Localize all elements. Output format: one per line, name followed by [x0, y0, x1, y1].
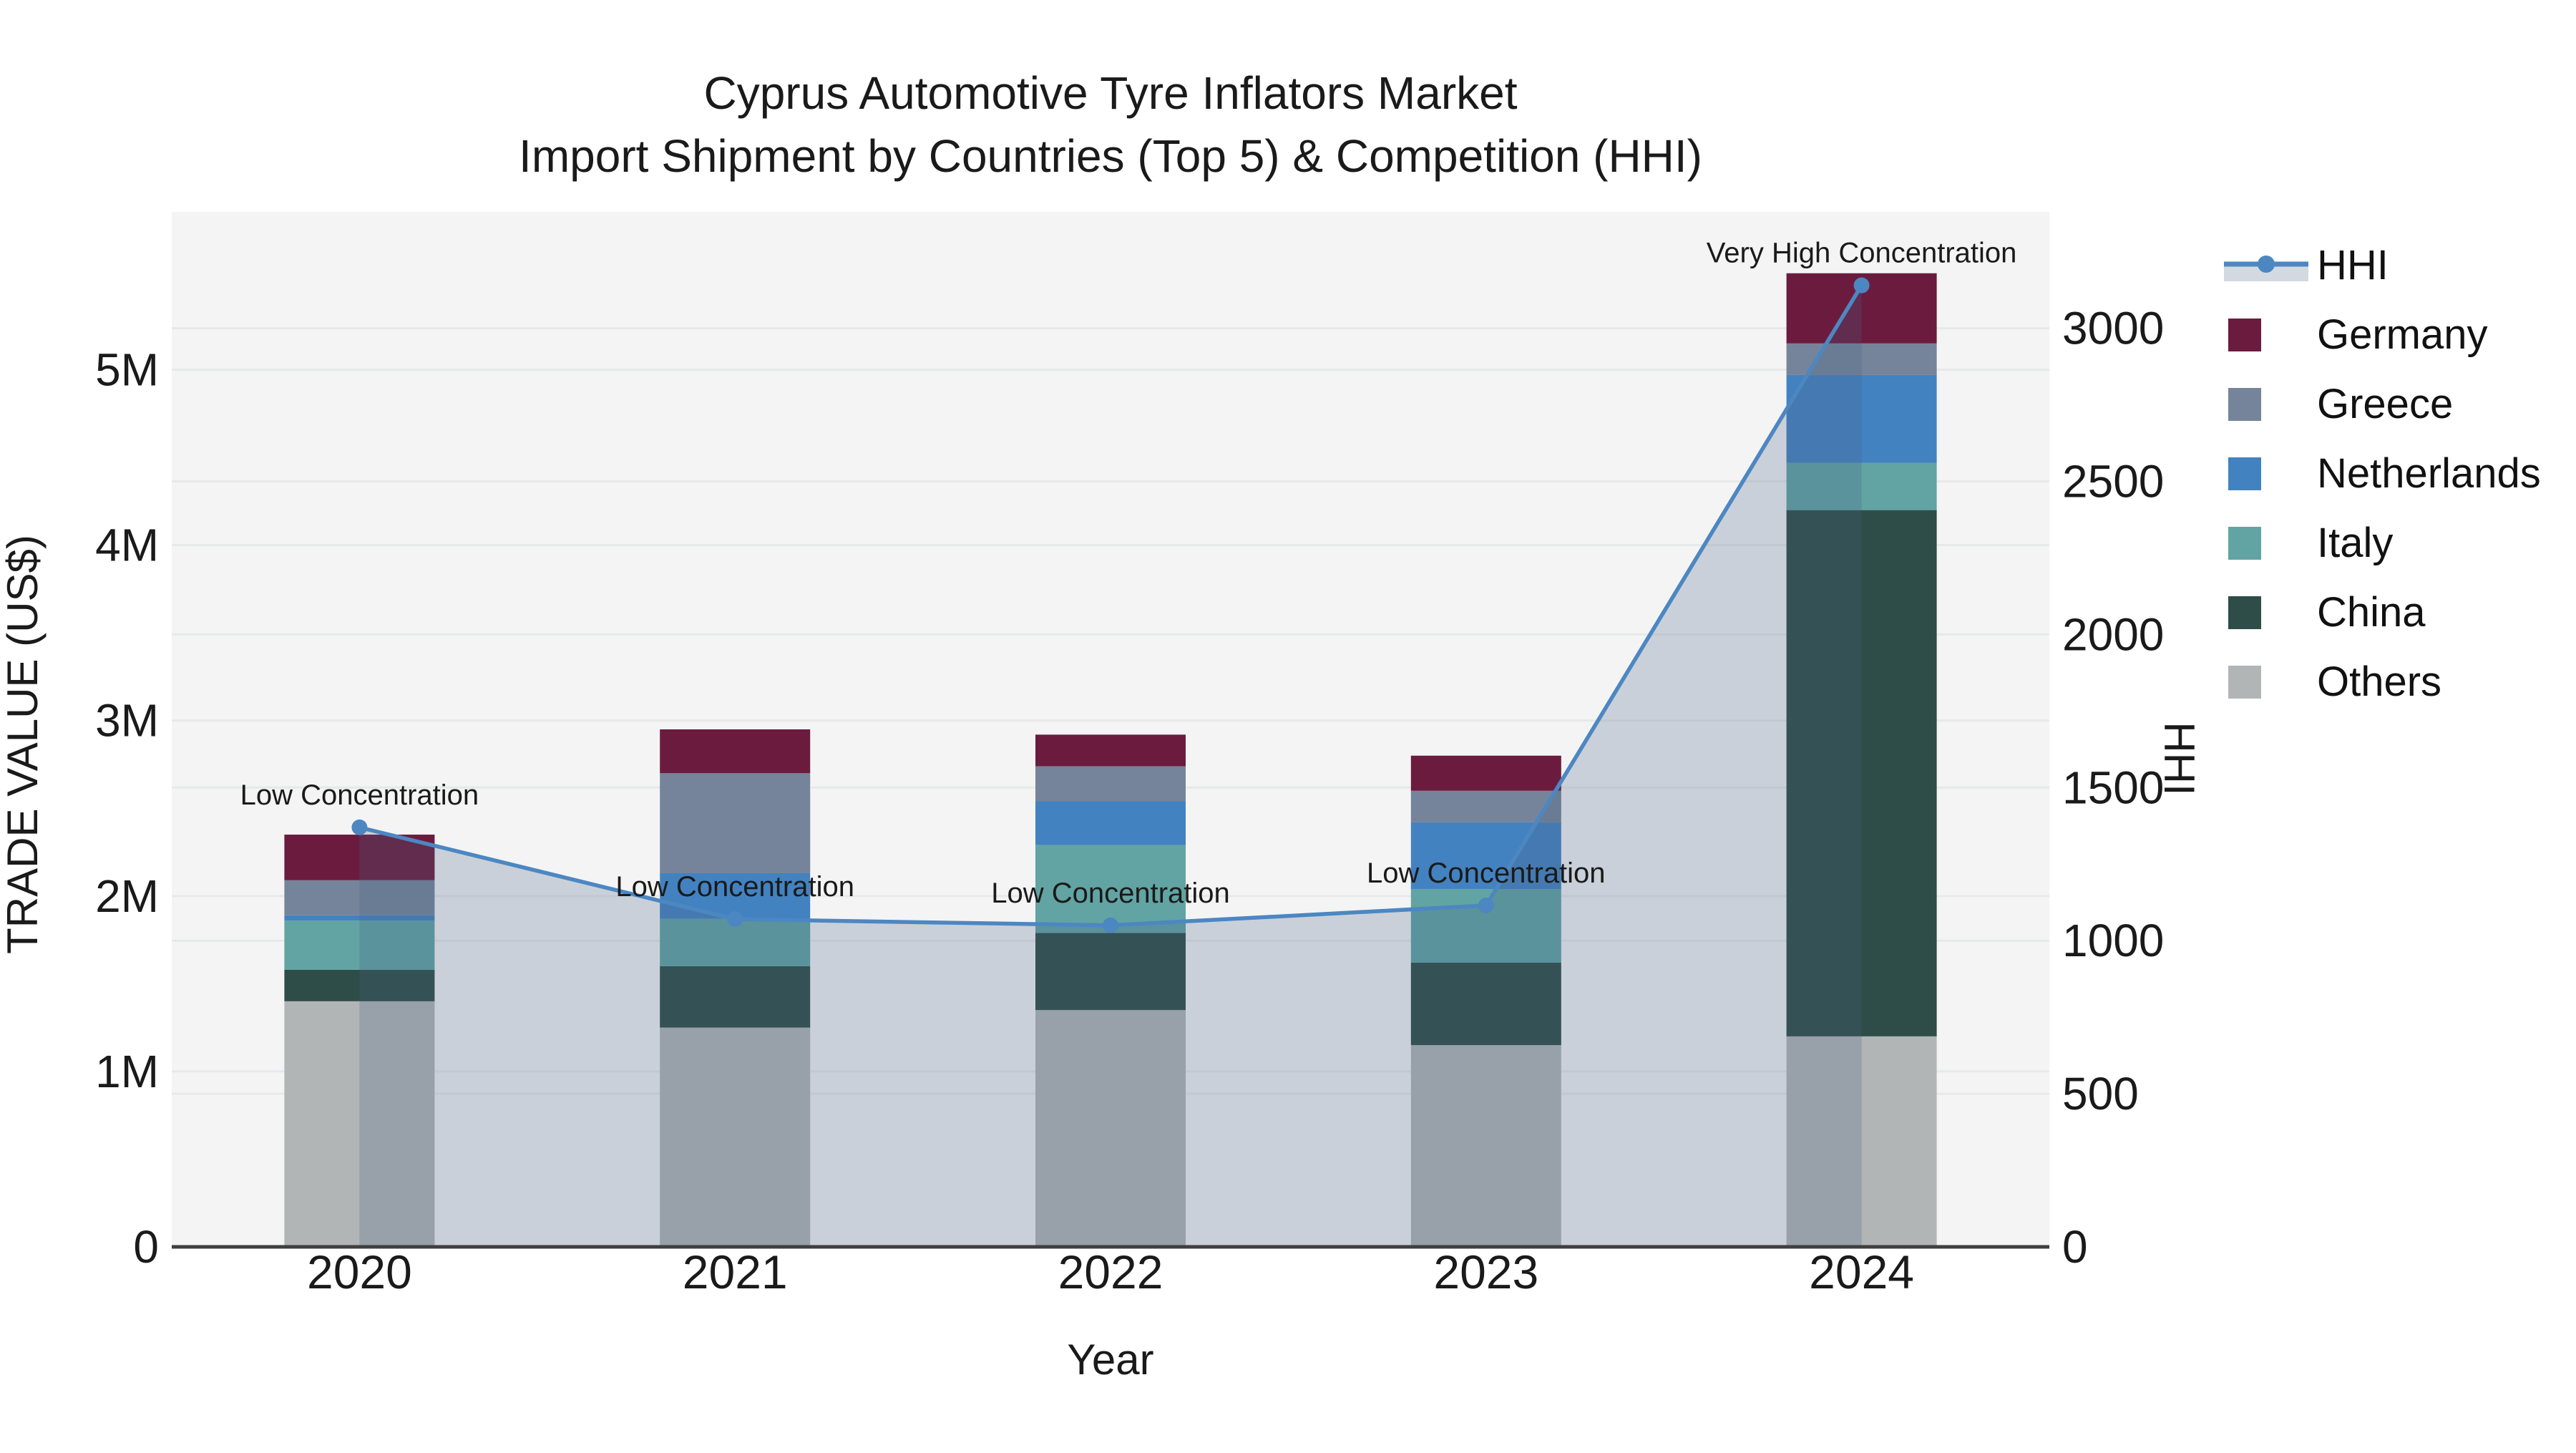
legend-color-swatch	[2228, 596, 2261, 629]
legend: HHI Germany Greece Netherlands Italy China Oth…	[2221, 230, 2541, 716]
legend-item-others: Others	[2221, 647, 2541, 716]
legend-item-greece: Greece	[2221, 369, 2541, 439]
bar-segment-china-2024	[1786, 510, 1937, 1036]
legend-swatch-icon	[2221, 457, 2317, 490]
bar-segment-germany-2021	[660, 729, 811, 774]
annotation-2023: Low Concentration	[1367, 857, 1606, 889]
bar-segment-netherlands-2023	[1410, 822, 1561, 890]
legend-swatch-icon	[2221, 318, 2317, 351]
y-left-tick-label: 4M	[95, 520, 159, 571]
y-left-tick-label: 5M	[95, 344, 159, 396]
bar-segment-china-2021	[660, 966, 811, 1028]
plot-render-group: 0 1M 2M 3M 4M 5M 0 500 1000 1500 2000 2500 3000 2020 2…	[95, 212, 2164, 1298]
legend-label: China	[2317, 589, 2426, 636]
y-right-tick-label: 3000	[2062, 303, 2164, 354]
hhi-area-fill	[359, 285, 1862, 1247]
bar-segment-germany-2022	[1035, 734, 1186, 767]
bar-segment-greece-2021	[660, 773, 811, 873]
legend-swatch-icon	[2221, 387, 2317, 421]
bar-segment-others-2021	[660, 1027, 811, 1247]
legend-label: Greece	[2317, 381, 2454, 427]
legend-label: Italy	[2317, 520, 2394, 566]
bar-segment-netherlands-2021	[660, 873, 811, 919]
legend-color-swatch	[2228, 318, 2261, 351]
legend-swatch-icon	[2221, 665, 2317, 699]
annotation-2021: Low Concentration	[615, 871, 854, 903]
chart-title: Cyprus Automotive Tyre Inflators Market	[703, 67, 1517, 119]
y-right-tick-label: 2500	[2062, 455, 2164, 507]
x-tick-label-2024: 2024	[1809, 1245, 1914, 1298]
bar-segment-germany-2023	[1410, 755, 1561, 791]
hhi-marker-2020	[351, 819, 368, 835]
legend-item-germany: Germany	[2221, 300, 2541, 369]
y-axis-title-right: HHI	[2155, 721, 2203, 795]
legend-label: HHI	[2317, 242, 2389, 288]
y-right-tick-label: 1000	[2062, 915, 2164, 966]
legend-item-hhi: HHI	[2221, 230, 2541, 300]
y-axis-title-left: TRADE VALUE (US$)	[0, 535, 47, 954]
y-left-tick-label: 1M	[95, 1046, 159, 1097]
y-right-tick-label: 1500	[2062, 762, 2164, 813]
legend-swatch-icon	[2221, 526, 2317, 560]
y-right-tick-label: 2000	[2062, 608, 2164, 660]
x-tick-label-2020: 2020	[307, 1245, 412, 1298]
bar-segment-others-2020	[284, 1001, 435, 1247]
bar-segment-italy-2020	[284, 920, 435, 970]
bar-segment-netherlands-2024	[1786, 374, 1937, 463]
bar-segment-italy-2024	[1786, 462, 1937, 510]
legend-color-swatch	[2228, 457, 2261, 490]
x-tick-label-2023: 2023	[1433, 1245, 1538, 1298]
annotation-2024: Very High Concentration	[1707, 238, 2017, 269]
legend-label: Germany	[2317, 311, 2488, 358]
bar-segment-china-2023	[1410, 962, 1561, 1046]
bar-segment-others-2022	[1035, 1010, 1186, 1247]
hhi-marker-2022	[1103, 917, 1118, 933]
legend-color-swatch	[2228, 526, 2261, 560]
bar-segment-netherlands-2022	[1035, 801, 1186, 845]
chart-subtitle: Import Shipment by Countries (Top 5) & C…	[519, 130, 1702, 182]
x-tick-label-2021: 2021	[683, 1245, 788, 1298]
hhi-line-swatch-icon	[2221, 244, 2317, 287]
bar-segment-others-2024	[1786, 1036, 1937, 1247]
bar-segment-others-2023	[1410, 1045, 1561, 1247]
legend-item-netherlands: Netherlands	[2221, 439, 2541, 508]
hhi-marker-2021	[727, 911, 743, 928]
x-tick-label-2022: 2022	[1058, 1245, 1163, 1298]
bar-segment-greece-2020	[284, 880, 435, 915]
annotation-2020: Low Concentration	[240, 779, 479, 811]
y-left-tick-label: 0	[133, 1221, 159, 1273]
hhi-marker-2024	[1853, 277, 1870, 293]
legend-item-italy: Italy	[2221, 508, 2541, 578]
y-left-tick-label: 3M	[95, 695, 159, 747]
y-right-tick-label: 0	[2062, 1221, 2088, 1273]
y-right-tick-label: 500	[2062, 1068, 2139, 1119]
annotation-2022: Low Concentration	[991, 878, 1230, 909]
legend-color-swatch	[2228, 665, 2261, 699]
x-axis-title: Year	[1067, 1336, 1153, 1384]
bar-segment-germany-2020	[284, 835, 435, 880]
y-left-tick-label: 2M	[95, 870, 159, 922]
legend-label: Netherlands	[2317, 450, 2541, 497]
legend-color-swatch	[2228, 387, 2261, 421]
bar-segment-china-2022	[1035, 933, 1186, 1011]
bar-segment-china-2020	[284, 969, 435, 1001]
legend-label: Others	[2317, 659, 2442, 705]
bar-segment-netherlands-2020	[284, 915, 435, 921]
hhi-marker-2023	[1478, 897, 1494, 913]
legend-swatch-icon	[2221, 596, 2317, 629]
bar-segment-greece-2023	[1410, 790, 1561, 822]
bar-segment-greece-2022	[1035, 766, 1186, 802]
legend-item-china: China	[2221, 578, 2541, 647]
